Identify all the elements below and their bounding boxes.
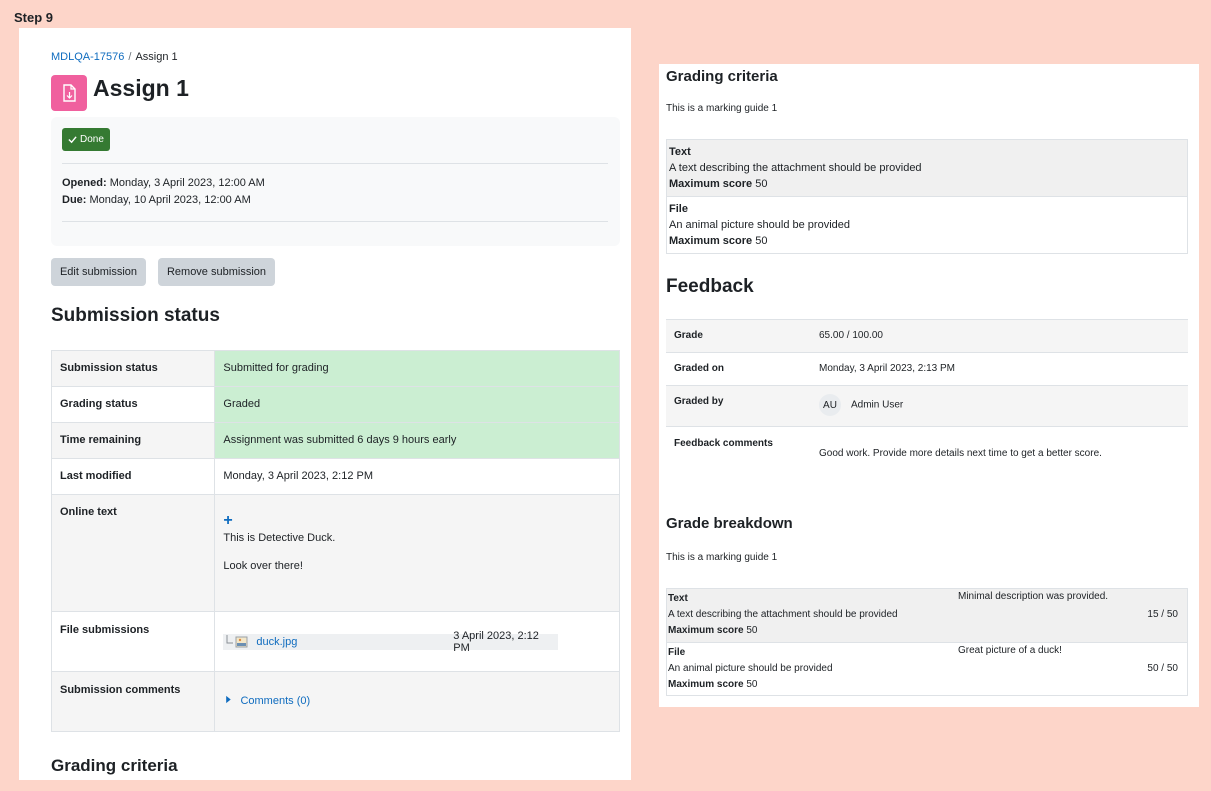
step-label: Step 9 (14, 10, 54, 25)
criterion-description: An animal picture should be provided (669, 219, 851, 231)
online-text-line: This is Detective Duck. (223, 532, 336, 544)
remove-submission-button[interactable]: Remove submission (158, 258, 275, 286)
breadcrumb-separator: / (128, 51, 132, 63)
row-label: Submission status (50, 350, 216, 387)
check-icon (68, 136, 77, 144)
file-link-duck[interactable]: duck.jpg (256, 636, 298, 648)
table-row: Feedback comments Good work. Provide mor… (666, 426, 1188, 487)
breakdown-remark: Minimal description was provided. (958, 591, 1109, 602)
grade-value: 65.00 / 100.00 (811, 319, 1188, 353)
breakdown-score: 15 / 50 (1147, 609, 1178, 620)
avatar[interactable]: AU (819, 394, 841, 416)
grader-name[interactable]: Admin User (851, 399, 904, 411)
row-label: Submission comments (50, 671, 216, 732)
graded-on-value: Monday, 3 April 2023, 2:13 PM (811, 352, 1188, 386)
marking-guide-description: This is a marking guide 1 (666, 103, 778, 114)
criterion-name: File (669, 203, 688, 215)
table-row: Submission comments Comments (0) (50, 671, 620, 732)
opened-date: Opened: Monday, 3 April 2023, 12:00 AM (62, 177, 265, 189)
online-text-line: Look over there! (223, 560, 303, 572)
file-submissions-value: duck.jpg 3 April 2023, 2:12 PM (214, 611, 620, 672)
submission-status-table: Submission status Submitted for grading … (50, 350, 620, 732)
feedback-table: Grade 65.00 / 100.00 Graded on Monday, 3… (666, 319, 1188, 487)
online-text-value: + This is Detective Duck. Look over ther… (214, 494, 620, 612)
criterion-max-score: Maximum score 50 (669, 235, 768, 247)
table-row: Time remaining Assignment was submitted … (50, 422, 620, 459)
assignment-icon (51, 75, 87, 111)
criterion-description: A text describing the attachment should … (669, 162, 922, 174)
breadcrumb-course-link[interactable]: MDLQA-17576 (51, 51, 125, 63)
row-label: Grade (666, 319, 811, 353)
table-row: Last modified Monday, 3 April 2023, 2:12… (50, 458, 620, 495)
criterion-name: Text (669, 146, 691, 158)
row-label: Feedback comments (666, 426, 811, 487)
row-label: Grading status (50, 386, 216, 423)
table-row: Graded on Monday, 3 April 2023, 2:13 PM (666, 352, 1188, 386)
row-label: Last modified (50, 458, 216, 495)
row-label: Graded on (666, 352, 811, 386)
activity-dates: Done Opened: Monday, 3 April 2023, 12:00… (51, 117, 620, 246)
grading-details-panel: Grading criteria This is a marking guide… (659, 64, 1199, 707)
comments-toggle[interactable]: Comments (0) (223, 695, 310, 707)
row-label: Online text (50, 494, 216, 612)
row-label: File submissions (50, 611, 216, 672)
file-date: 3 April 2023, 2:12 PM (453, 630, 539, 654)
graded-by-value: AU Admin User (811, 385, 1188, 427)
criterion: File An animal picture should be provide… (667, 196, 1187, 253)
submission-status-heading: Submission status (51, 305, 220, 326)
breakdown-row: File An animal picture should be provide… (667, 642, 1187, 695)
table-row: Grade 65.00 / 100.00 (666, 319, 1188, 353)
caret-right-icon (226, 695, 232, 704)
criterion-max-score: Maximum score 50 (669, 178, 768, 190)
page-title: Assign 1 (93, 75, 189, 101)
feedback-comments-value: Good work. Provide more details next tim… (811, 426, 1188, 487)
feedback-title: Feedback (666, 276, 754, 297)
plus-icon[interactable]: + (223, 512, 233, 529)
table-row: Grading status Graded (50, 386, 620, 423)
breakdown-criterion: Text A text describing the attachment sh… (668, 593, 898, 636)
grading-status-value: Graded (214, 386, 620, 423)
time-remaining-value: Assignment was submitted 6 days 9 hours … (214, 422, 620, 459)
submission-status-value: Submitted for grading (214, 350, 620, 387)
grade-breakdown-list: Text A text describing the attachment sh… (666, 588, 1188, 696)
table-row: Graded by AU Admin User (666, 385, 1188, 427)
divider (62, 221, 608, 222)
assignment-page-panel: MDLQA-17576/Assign 1 Assign 1 Done Opene… (19, 28, 631, 780)
done-label: Done (80, 134, 104, 145)
breadcrumb-current: Assign 1 (135, 51, 178, 63)
table-row: File submissions duck.jpg 3 April 2023, … (50, 611, 620, 672)
grading-criteria-title: Grading criteria (666, 68, 778, 85)
breakdown-row: Text A text describing the attachment sh… (667, 589, 1187, 642)
grading-criteria-heading: Grading criteria (51, 756, 178, 775)
breakdown-remark: Great picture of a duck! (958, 645, 1062, 656)
completion-done-badge: Done (62, 128, 110, 151)
breakdown-score: 50 / 50 (1147, 663, 1178, 674)
marking-guide-description: This is a marking guide 1 (666, 552, 778, 563)
row-label: Graded by (666, 385, 811, 427)
breadcrumb: MDLQA-17576/Assign 1 (51, 51, 178, 63)
table-row: Online text + This is Detective Duck. Lo… (50, 494, 620, 612)
due-date: Due: Monday, 10 April 2023, 12:00 AM (62, 194, 251, 206)
image-file-icon (226, 635, 248, 648)
edit-submission-button[interactable]: Edit submission (51, 258, 146, 286)
breakdown-criterion: File An animal picture should be provide… (668, 647, 833, 690)
grade-breakdown-title: Grade breakdown (666, 515, 793, 532)
criteria-list: Text A text describing the attachment sh… (666, 139, 1188, 254)
file-tree-item: duck.jpg 3 April 2023, 2:12 PM (223, 630, 559, 654)
submission-comments-value: Comments (0) (214, 671, 620, 732)
last-modified-value: Monday, 3 April 2023, 2:12 PM (214, 458, 620, 495)
divider (62, 163, 608, 164)
row-label: Time remaining (50, 422, 216, 459)
table-row: Submission status Submitted for grading (50, 350, 620, 387)
criterion: Text A text describing the attachment sh… (667, 140, 1187, 196)
